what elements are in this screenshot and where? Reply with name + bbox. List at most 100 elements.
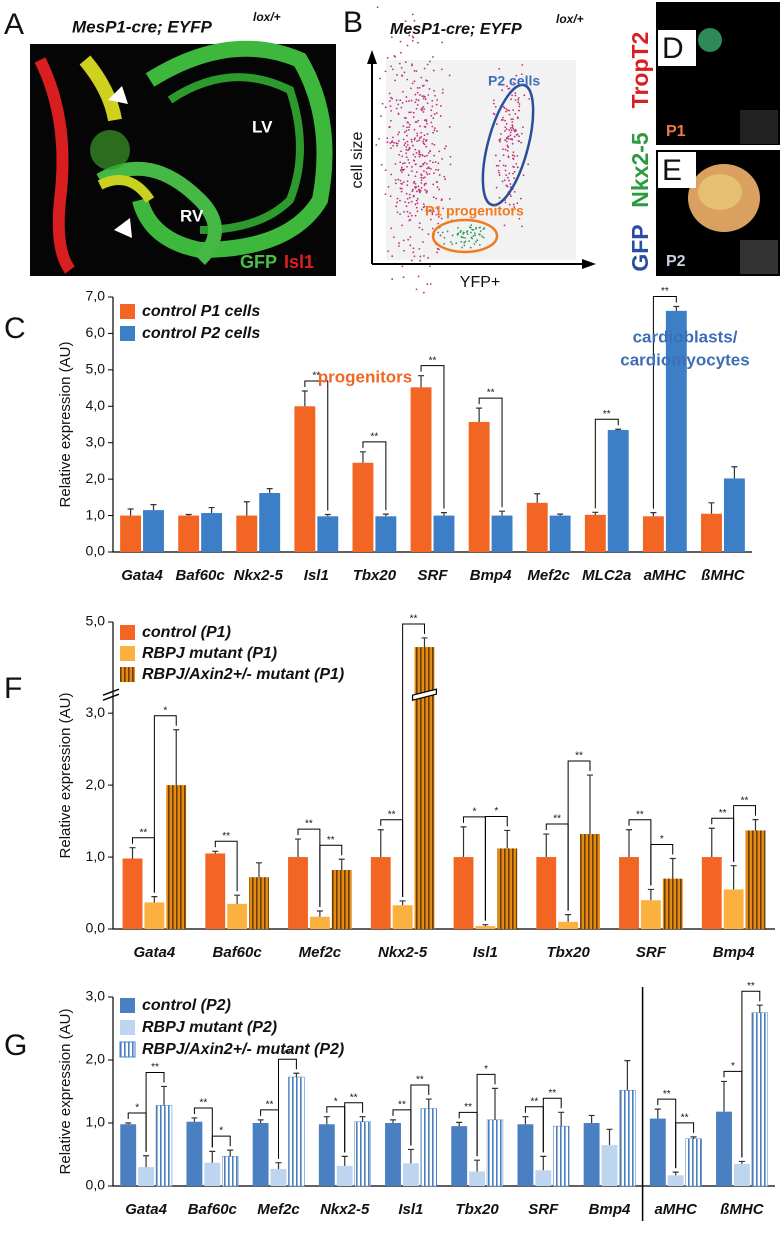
legend-swatch [120, 646, 135, 661]
bar [318, 1124, 335, 1186]
dot [423, 143, 426, 146]
dot [468, 226, 471, 229]
dot [513, 177, 515, 180]
error-bar [586, 774, 593, 835]
error-bar [324, 513, 331, 517]
dot [516, 116, 519, 119]
bar [270, 1168, 287, 1186]
dot [406, 197, 409, 200]
dot [432, 117, 435, 120]
dot [418, 226, 421, 229]
legend-swatch [120, 667, 135, 682]
dot [422, 177, 425, 179]
dot [501, 89, 504, 92]
dot [503, 212, 505, 215]
y-tick-label: 5,0 [86, 361, 106, 377]
dot [440, 68, 443, 71]
dot [520, 197, 522, 200]
panel-title-sup: lox/+ [556, 12, 584, 26]
dot [441, 88, 444, 91]
dot [512, 81, 515, 84]
dot [505, 108, 508, 110]
significance-label: * [731, 1061, 735, 1072]
error-bar [499, 510, 506, 516]
error-bar [460, 826, 467, 858]
dot [415, 206, 418, 209]
bar [410, 387, 432, 552]
error-bar [323, 1116, 330, 1125]
error-bar [647, 888, 654, 901]
dot [515, 162, 518, 165]
bar [252, 1123, 269, 1186]
error-bar [243, 501, 250, 516]
error-bar [129, 847, 136, 859]
significance-label: * [219, 1126, 223, 1137]
error-bar [234, 894, 241, 904]
bar [751, 1012, 768, 1187]
dot [438, 150, 441, 153]
dot [415, 288, 418, 291]
panel-title: MesP1-cre; EYFP [390, 21, 522, 38]
dot [400, 106, 403, 109]
dot [435, 168, 437, 171]
error-bar [316, 910, 323, 917]
dot [404, 117, 407, 119]
dot [440, 198, 443, 201]
error-bar [654, 1108, 661, 1119]
dot [376, 6, 379, 9]
error-bar [474, 1159, 481, 1172]
dot [413, 138, 416, 141]
dot [425, 140, 427, 143]
dot [401, 265, 404, 268]
dot [498, 159, 501, 162]
dot [417, 275, 420, 278]
dot [517, 101, 520, 104]
dot [423, 205, 426, 208]
dot [407, 201, 410, 204]
bar [642, 516, 664, 552]
dot [407, 215, 410, 218]
dot [460, 235, 463, 238]
dot [416, 91, 419, 94]
dot [418, 190, 421, 193]
micrograph-d [656, 2, 780, 145]
bar [723, 478, 745, 552]
bar [662, 878, 683, 929]
bar [122, 858, 143, 929]
error-bar [673, 305, 680, 311]
x-tick-label: Isl1 [398, 1201, 423, 1218]
axis-label: Relative expression (AU) [57, 693, 74, 859]
dot [408, 161, 411, 164]
dot [441, 91, 444, 94]
error-bar [756, 1004, 763, 1013]
dot [435, 103, 438, 106]
bar [331, 870, 352, 929]
dot [502, 154, 505, 157]
dot [391, 97, 394, 100]
dot [430, 114, 433, 117]
significance-bracket [478, 397, 503, 508]
error-bar [227, 1149, 234, 1157]
dot [429, 283, 432, 285]
error-bar [390, 1119, 397, 1123]
bar [227, 903, 248, 929]
dot [505, 128, 508, 131]
dot [511, 142, 514, 145]
dot [441, 41, 444, 44]
significance-label: ** [350, 1092, 358, 1103]
error-bar [293, 1072, 300, 1078]
dot [403, 249, 405, 252]
dot [462, 236, 464, 239]
dot [507, 135, 510, 138]
dot [448, 74, 451, 77]
dot [413, 180, 416, 183]
x-tick-label: ßMHC [701, 567, 745, 584]
dot [418, 139, 421, 142]
bar [143, 510, 164, 552]
significance-label: * [163, 705, 167, 716]
panel-letter: C [4, 312, 26, 345]
dot [508, 179, 510, 182]
dot [418, 155, 421, 158]
dot [460, 240, 463, 243]
error-bar [592, 511, 599, 515]
